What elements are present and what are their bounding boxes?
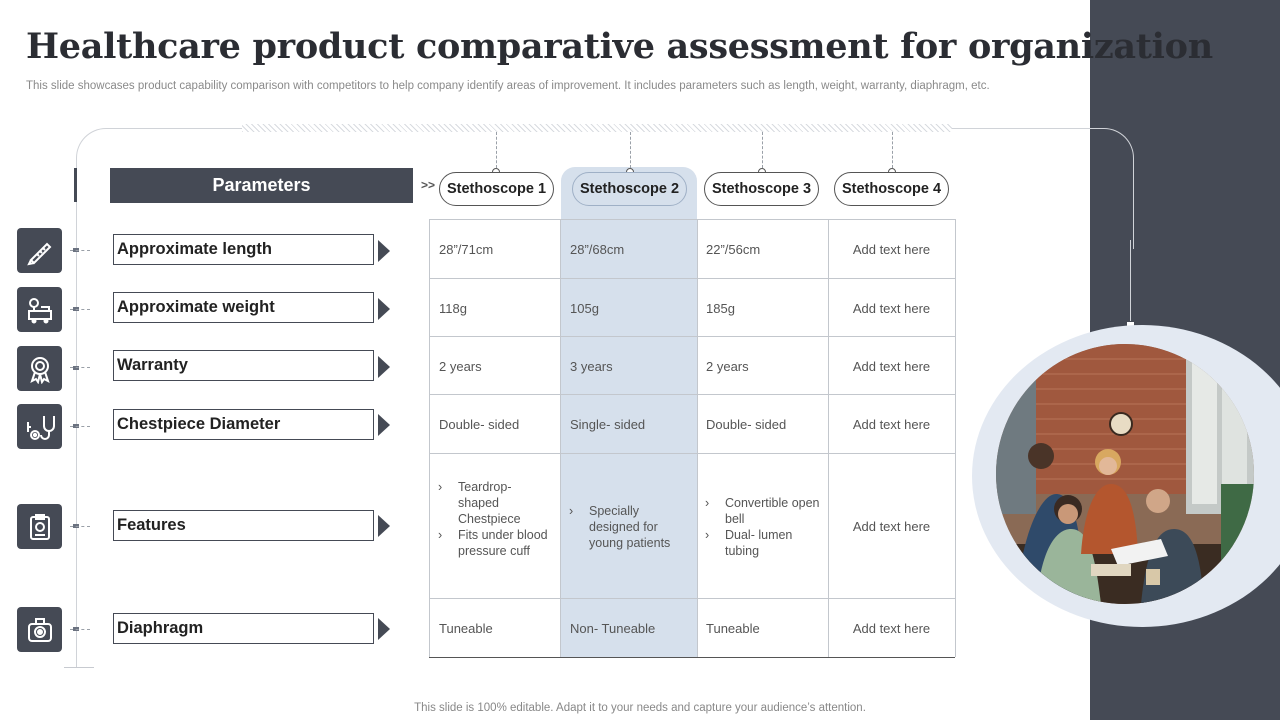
parameters-header: Parameters bbox=[110, 168, 413, 203]
feature-list: Teardrop- shaped Chestpiece Fits under b… bbox=[438, 479, 553, 559]
table-cell: Add text here bbox=[852, 417, 931, 432]
chevrons-icon: >> bbox=[421, 178, 436, 192]
table-grid-line bbox=[560, 219, 561, 657]
parameter-arrow-icon bbox=[378, 414, 390, 436]
frame-connector-line bbox=[1130, 240, 1131, 324]
table-grid-line bbox=[429, 278, 955, 279]
table-cell: Non- Tuneable bbox=[570, 621, 656, 636]
table-cell: Add text here bbox=[852, 519, 931, 534]
stethoscope-icon bbox=[17, 404, 62, 449]
parameter-arrow-icon bbox=[378, 618, 390, 640]
table-cell: Tuneable bbox=[439, 621, 493, 636]
table-cell: 22”/56cm bbox=[706, 242, 761, 257]
parameter-arrow-icon bbox=[378, 515, 390, 537]
feature-item: Fits under blood pressure cuff bbox=[438, 527, 553, 559]
parameter-label: Approximate length bbox=[113, 234, 374, 265]
highlighted-column bbox=[561, 167, 697, 657]
table-cell: Add text here bbox=[852, 242, 931, 257]
ruler-pencil-icon bbox=[17, 228, 62, 273]
table-grid-line bbox=[429, 336, 955, 337]
hatched-strip bbox=[242, 124, 952, 132]
parameter-arrow-icon bbox=[378, 240, 390, 262]
footer-note: This slide is 100% editable. Adapt it to… bbox=[414, 702, 866, 714]
table-cell: Add text here bbox=[852, 359, 931, 374]
row-connector bbox=[70, 426, 90, 428]
row-connector bbox=[70, 309, 90, 311]
table-grid-line bbox=[828, 219, 829, 657]
table-cell: Double- sided bbox=[706, 417, 787, 432]
table-grid-line bbox=[429, 598, 955, 599]
row-connector bbox=[70, 250, 90, 252]
column-stem bbox=[892, 132, 893, 168]
camera-lens-icon bbox=[17, 607, 62, 652]
feature-list: Convertible open bell Dual- lumen tubing bbox=[705, 495, 820, 559]
table-cell: 118g bbox=[439, 301, 467, 316]
feature-item: Teardrop- shaped Chestpiece bbox=[438, 479, 553, 527]
table-cell: 28”/71cm bbox=[439, 242, 494, 257]
table-grid-line bbox=[429, 394, 955, 395]
table-cell: 28”/68cm bbox=[570, 242, 625, 257]
timeline-line bbox=[76, 240, 77, 668]
column-header-stethoscope-1: Stethoscope 1 bbox=[439, 172, 554, 206]
column-stem bbox=[630, 132, 631, 168]
table-grid-line bbox=[955, 219, 956, 657]
timeline-end-tick bbox=[64, 667, 94, 668]
feature-item: Dual- lumen tubing bbox=[705, 527, 820, 559]
table-bottom-border bbox=[429, 657, 955, 658]
parameter-label: Diaphragm bbox=[113, 613, 374, 644]
timeline-marker bbox=[73, 366, 79, 370]
parameter-arrow-icon bbox=[378, 298, 390, 320]
parameter-label: Chestpiece Diameter bbox=[113, 409, 374, 440]
weight-scale-icon bbox=[17, 287, 62, 332]
table-cell: Single- sided bbox=[570, 417, 646, 432]
parameter-label: Approximate weight bbox=[113, 292, 374, 323]
frame-accent bbox=[74, 168, 77, 202]
column-header-stethoscope-3: Stethoscope 3 bbox=[704, 172, 819, 206]
clipboard-icon bbox=[17, 504, 62, 549]
feature-list: Specially designed for young patients bbox=[569, 503, 691, 551]
page-title: Healthcare product comparative assessmen… bbox=[26, 26, 1213, 67]
table-cell: 3 years bbox=[570, 359, 613, 374]
feature-item: Convertible open bell bbox=[705, 495, 820, 527]
parameter-label: Features bbox=[113, 510, 374, 541]
table-cell: Tuneable bbox=[706, 621, 760, 636]
table-cell: Add text here bbox=[852, 621, 931, 636]
table-grid-line bbox=[697, 219, 698, 657]
table-cell: 2 years bbox=[706, 359, 749, 374]
table-grid-line bbox=[429, 219, 955, 220]
row-connector bbox=[70, 629, 90, 631]
parameter-label: Warranty bbox=[113, 350, 374, 381]
column-stem bbox=[496, 132, 497, 168]
table-cell: Double- sided bbox=[439, 417, 520, 432]
table-cell: Add text here bbox=[852, 301, 931, 316]
award-badge-icon bbox=[17, 346, 62, 391]
table-cell: 185g bbox=[706, 301, 735, 316]
column-header-stethoscope-4: Stethoscope 4 bbox=[834, 172, 949, 206]
table-cell: 2 years bbox=[439, 359, 482, 374]
row-connector bbox=[70, 526, 90, 528]
feature-item: Specially designed for young patients bbox=[569, 503, 691, 551]
column-stem bbox=[762, 132, 763, 168]
page-subtitle: This slide showcases product capability … bbox=[26, 80, 990, 92]
team-meeting-photo bbox=[996, 344, 1254, 604]
table-grid-line bbox=[429, 219, 430, 657]
table-cell: 105g bbox=[570, 301, 599, 316]
table-grid-line bbox=[429, 453, 955, 454]
row-connector bbox=[70, 367, 90, 369]
parameter-arrow-icon bbox=[378, 356, 390, 378]
column-header-stethoscope-2: Stethoscope 2 bbox=[572, 172, 687, 206]
